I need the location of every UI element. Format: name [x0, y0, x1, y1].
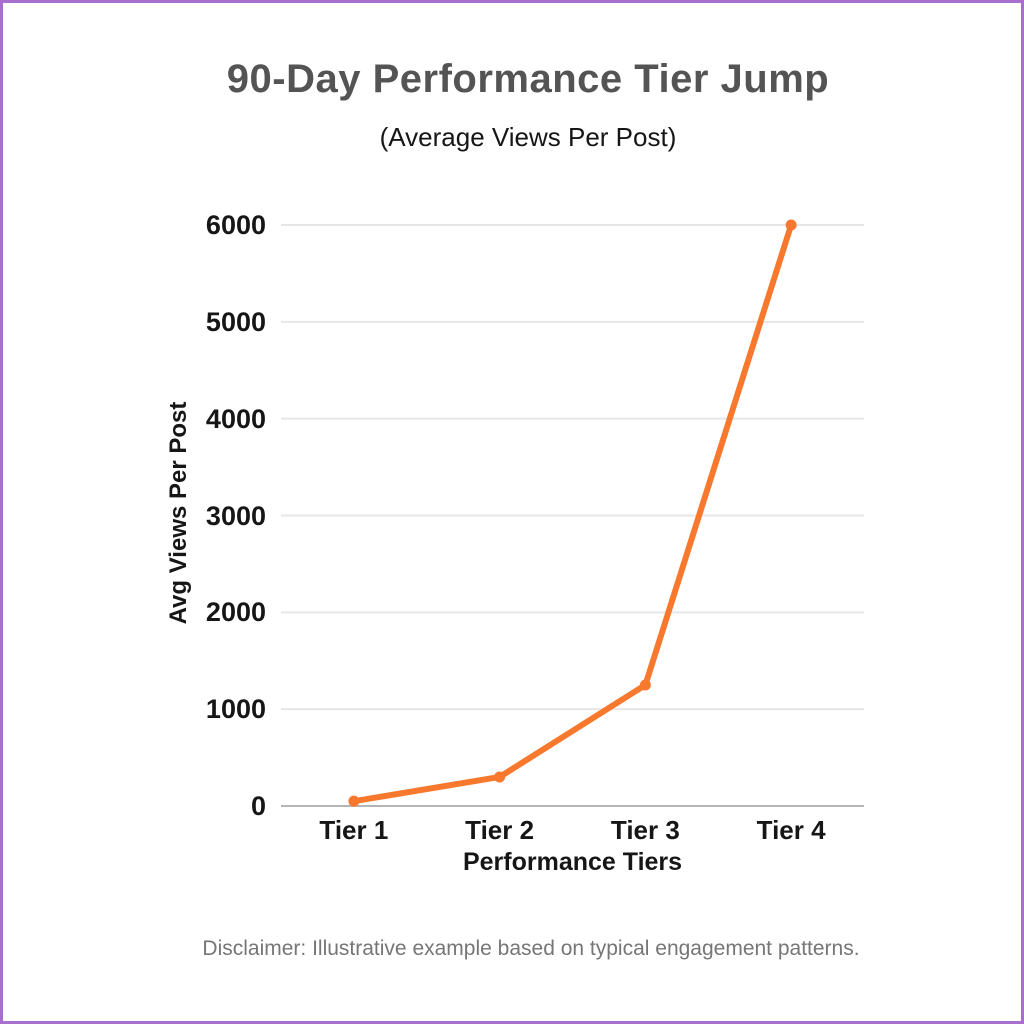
y-tick-label: 4000: [205, 403, 266, 434]
data-point: [785, 219, 797, 231]
x-tick-label: Tier 2: [465, 815, 535, 845]
x-axis-title: Performance Tiers: [462, 848, 683, 876]
y-tick-label: 0: [250, 791, 266, 821]
chart-header: 90-Day Performance Tier Jump (Average Vi…: [29, 57, 1021, 153]
plot-area: [281, 219, 864, 807]
line-chart: Avg Views Per Post 0 1000 2000 3000 4000 5000…: [3, 3, 1021, 1021]
data-point: [494, 771, 506, 783]
chart-title: 90-Day Performance Tier Jump: [226, 57, 830, 101]
data-line: [350, 222, 795, 805]
y-tick-label: 1000: [205, 694, 266, 725]
y-tick-label: 3000: [205, 500, 266, 531]
y-tick-label: 6000: [205, 210, 266, 240]
y-tick-label: 2000: [205, 597, 266, 628]
data-point: [639, 679, 651, 691]
chart-subtitle: (Average Views Per Post): [379, 122, 677, 152]
x-tick-label: Tier 4: [756, 815, 826, 845]
x-tick-label: Tier 1: [319, 815, 389, 845]
x-tick-label: Tier 3: [610, 815, 680, 845]
disclaimer-text: Disclaimer: Illustrative example based o…: [202, 937, 860, 960]
y-tick-label: 5000: [205, 306, 266, 337]
data-point: [348, 795, 360, 807]
